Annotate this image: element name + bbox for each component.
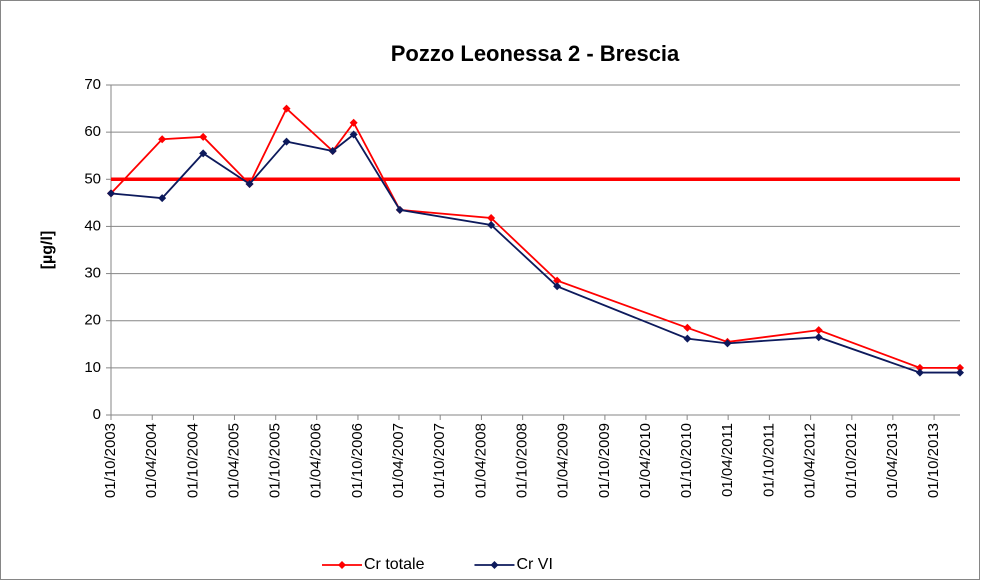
data-point — [158, 194, 167, 203]
x-tick-label: 01/04/2011 — [719, 423, 736, 497]
x-tick-label: 01/04/2008 — [472, 423, 489, 498]
x-tick-label: 01/10/2011 — [760, 423, 777, 497]
data-point — [956, 368, 964, 377]
y-tick-label: 10 — [84, 359, 101, 376]
x-tick-label: 01/10/2007 — [431, 423, 448, 498]
data-point — [723, 339, 732, 348]
x-tick-label: 01/10/2005 — [267, 423, 284, 498]
data-point — [814, 333, 823, 342]
data-point — [915, 368, 924, 377]
data-point — [199, 132, 208, 141]
y-tick-label: 50 — [84, 170, 101, 187]
data-point — [814, 326, 823, 335]
x-tick-label: 01/04/2010 — [637, 423, 654, 498]
y-axis-label: [µg/l] — [39, 231, 56, 270]
x-tick-label: 01/10/2010 — [678, 423, 695, 498]
x-tick-label: 01/10/2003 — [102, 423, 119, 498]
legend-marker — [338, 561, 346, 569]
data-point — [349, 118, 358, 127]
data-point — [199, 149, 208, 158]
chart-title: Pozzo Leonessa 2 - Brescia — [391, 41, 680, 66]
x-tick-label: 01/04/2004 — [143, 423, 160, 498]
data-point — [328, 147, 337, 155]
data-point — [487, 221, 496, 230]
x-tick-label: 01/04/2012 — [802, 423, 819, 498]
data-point — [553, 276, 562, 285]
data-point — [158, 135, 167, 144]
data-point — [349, 130, 358, 139]
y-tick-label: 30 — [84, 265, 101, 282]
data-point — [683, 334, 692, 343]
data-point — [107, 189, 115, 198]
legend-label: Cr totale — [364, 556, 425, 573]
x-tick-label: 01/10/2013 — [925, 423, 942, 498]
data-point — [956, 363, 964, 372]
x-tick-label: 01/04/2009 — [555, 423, 572, 498]
data-point — [395, 205, 404, 214]
x-tick-label: 01/10/2008 — [514, 423, 531, 498]
x-tick-label: 01/10/2009 — [596, 423, 613, 498]
legend-label: Cr VI — [516, 556, 552, 573]
x-tick-label: 01/04/2006 — [308, 423, 325, 498]
y-tick-label: 0 — [93, 406, 101, 423]
legend-marker — [490, 561, 499, 569]
y-tick-label: 20 — [84, 312, 101, 329]
y-tick-label: 70 — [84, 76, 101, 93]
y-tick-label: 40 — [84, 217, 101, 234]
data-point — [282, 104, 291, 113]
data-point — [683, 323, 692, 332]
x-tick-label: 01/10/2006 — [349, 423, 366, 498]
data-point — [553, 282, 562, 291]
data-point — [487, 213, 496, 222]
data-point — [245, 180, 254, 188]
x-tick-label: 01/04/2005 — [225, 423, 242, 498]
x-tick-label: 01/04/2013 — [884, 423, 901, 498]
x-tick-label: 01/10/2012 — [843, 423, 860, 498]
x-tick-label: 01/10/2004 — [184, 423, 201, 498]
data-point — [282, 137, 291, 146]
x-tick-label: 01/04/2007 — [390, 423, 407, 498]
y-tick-label: 60 — [84, 123, 101, 140]
data-point — [915, 363, 924, 372]
